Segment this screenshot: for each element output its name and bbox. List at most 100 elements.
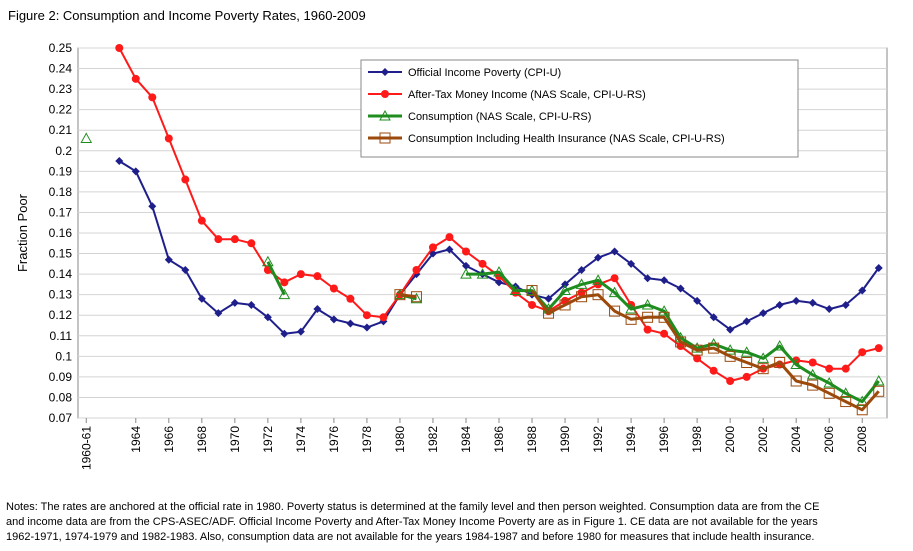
- data-point: [839, 387, 852, 398]
- series-line: [530, 289, 880, 412]
- data-point: [214, 309, 223, 318]
- notes-line-3: 1962-1971, 1974-1979 and 1982-1983. Also…: [6, 531, 815, 543]
- data-point: [841, 300, 850, 309]
- data-point: [856, 395, 869, 407]
- y-tick-label: 0.22: [49, 103, 73, 117]
- data-point: [610, 274, 619, 283]
- x-tick-label: 2006: [822, 426, 836, 453]
- data-point: [676, 284, 685, 293]
- data-point: [660, 276, 669, 285]
- data-point: [247, 239, 256, 248]
- data-point: [742, 317, 751, 326]
- data-point: [197, 216, 206, 225]
- x-tick-label: 1998: [690, 426, 704, 453]
- data-point: [841, 364, 850, 373]
- data-point: [693, 354, 702, 363]
- data-point: [823, 387, 835, 399]
- y-tick-label: 0.25: [49, 41, 73, 55]
- data-point: [675, 336, 687, 348]
- data-point: [262, 255, 274, 267]
- data-point: [641, 298, 654, 310]
- x-tick-label: 2000: [723, 426, 737, 453]
- data-point: [296, 327, 305, 336]
- data-point: [592, 289, 604, 301]
- chart: Figure 2: Consumption and Income Poverty…: [8, 8, 888, 470]
- notes-line-1: Notes: The rates are anchored at the off…: [6, 501, 820, 513]
- data-point: [808, 358, 817, 367]
- data-point: [526, 284, 538, 296]
- data-point: [247, 300, 256, 309]
- series-1: [115, 157, 883, 338]
- y-axis-label: Fraction Poor: [15, 193, 30, 272]
- x-tick-label: 1986: [492, 426, 506, 453]
- data-point: [263, 313, 272, 322]
- data-point: [461, 261, 470, 270]
- y-tick-label: 0.09: [49, 370, 73, 384]
- x-tick-label: 1976: [327, 426, 341, 453]
- data-point: [329, 284, 338, 293]
- data-point: [806, 368, 819, 380]
- legend-marker: [381, 68, 389, 76]
- x-tick-label: 1964: [129, 426, 143, 453]
- data-point: [577, 266, 586, 274]
- data-point: [410, 292, 423, 304]
- data-point: [808, 298, 817, 307]
- data-point: [476, 268, 489, 279]
- data-point: [528, 300, 537, 309]
- x-tick-label: 1994: [624, 426, 638, 453]
- y-tick-label: 0.07: [49, 411, 73, 425]
- data-point: [643, 325, 652, 334]
- series: [80, 44, 885, 416]
- y-tick-label: 0.2: [55, 144, 72, 158]
- data-point: [726, 377, 735, 385]
- legend-label: Consumption Including Health Insurance (…: [408, 133, 725, 145]
- data-point: [131, 74, 140, 83]
- y-tick-label: 0.16: [49, 226, 73, 240]
- data-point: [625, 303, 637, 314]
- x-tick-label: 1996: [657, 426, 671, 453]
- data-point: [148, 93, 157, 102]
- x-tick-label: 1990: [558, 426, 572, 453]
- data-point: [825, 364, 834, 373]
- data-point: [840, 396, 852, 408]
- data-point: [329, 315, 338, 324]
- data-point: [313, 272, 322, 281]
- data-point: [610, 247, 619, 256]
- data-point: [346, 294, 355, 303]
- y-tick-label: 0.18: [49, 185, 73, 199]
- x-tick-label: 1968: [195, 426, 209, 453]
- y-tick-label: 0.12: [49, 308, 73, 322]
- data-point: [874, 263, 883, 272]
- x-tick-label: 1970: [228, 426, 242, 453]
- data-point: [148, 202, 157, 211]
- data-point: [575, 278, 588, 289]
- data-point: [807, 379, 819, 391]
- x-tick-label: 1992: [591, 426, 605, 453]
- data-point: [131, 167, 140, 176]
- data-point: [495, 278, 504, 287]
- series-4: [394, 285, 885, 416]
- y-tick-label: 0.23: [49, 82, 73, 96]
- data-point: [858, 348, 867, 357]
- legend-label: Official Income Poverty (CPI-U): [408, 67, 561, 79]
- data-point: [80, 132, 93, 143]
- data-point: [576, 291, 588, 303]
- data-point: [460, 268, 472, 279]
- data-point: [874, 344, 883, 353]
- data-point: [445, 233, 454, 242]
- data-point: [708, 342, 720, 354]
- data-point: [740, 346, 753, 357]
- data-point: [775, 300, 784, 309]
- x-tick-label: 1974: [294, 426, 308, 453]
- data-point: [115, 157, 124, 166]
- legend-box: [360, 59, 799, 158]
- y-tick-label: 0.15: [49, 247, 73, 261]
- data-point: [792, 296, 801, 305]
- data-point: [410, 291, 422, 303]
- data-point: [790, 375, 802, 387]
- data-point: [230, 235, 239, 244]
- data-point: [346, 319, 355, 328]
- series-line: [266, 261, 286, 296]
- data-point: [757, 352, 770, 363]
- legend-label: After-Tax Money Income (NAS Scale, CPI-U…: [408, 89, 646, 101]
